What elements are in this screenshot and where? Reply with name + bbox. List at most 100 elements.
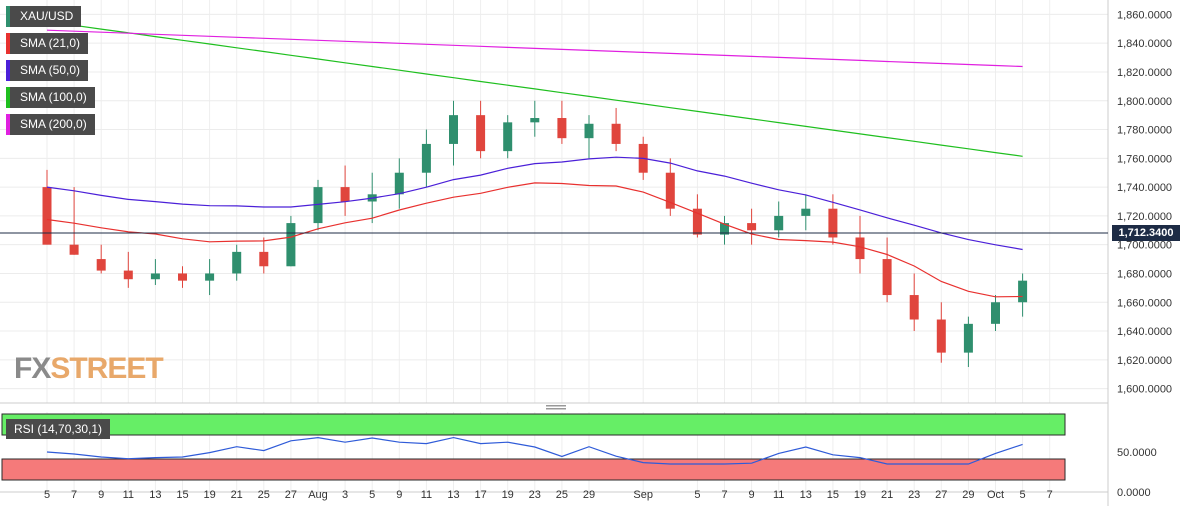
y-tick-label: 1,840.0000 — [1117, 38, 1172, 50]
x-tick-label: 29 — [583, 489, 595, 501]
current-price-label: 1,712.3400 — [1112, 225, 1180, 241]
candle-body — [42, 187, 52, 245]
y-tick-label: 1,600.0000 — [1117, 384, 1172, 396]
watermark-part1: FX — [14, 352, 51, 385]
x-tick-label: 5 — [44, 489, 50, 501]
x-tick-label: 27 — [935, 489, 947, 501]
x-tick-label: 15 — [176, 489, 188, 501]
candle-body — [449, 115, 458, 144]
x-tick-label: 11 — [773, 489, 784, 501]
x-tick-label: 17 — [474, 489, 486, 501]
candle-body — [801, 208, 811, 216]
candle-body — [882, 259, 892, 296]
candle-body — [692, 208, 702, 235]
x-tick-label: Aug — [308, 489, 328, 501]
candle-body — [936, 319, 946, 353]
candle-body — [747, 223, 757, 231]
y-tick-label: 1,660.0000 — [1117, 297, 1172, 309]
x-tick-label: 5 — [694, 489, 700, 501]
candle-body — [855, 237, 865, 260]
candle-body — [232, 251, 242, 274]
candle-body — [909, 295, 919, 320]
x-tick-label: 13 — [149, 489, 161, 501]
candle-body — [178, 273, 187, 281]
candle-body — [259, 251, 269, 267]
rsi-y-tick-label: 0.0000 — [1117, 487, 1151, 499]
y-tick-label: 1,700.0000 — [1117, 240, 1172, 252]
x-tick-label: 13 — [447, 489, 459, 501]
x-tick-label: 11 — [123, 489, 134, 501]
price-pane — [0, 0, 1108, 403]
x-tick-label: 7 — [1047, 489, 1053, 501]
x-tick-label: 7 — [71, 489, 77, 501]
candle-body — [530, 118, 540, 123]
sma-100-line — [46, 21, 1023, 157]
candle-body — [340, 187, 350, 202]
sma-21-line — [46, 182, 1023, 298]
sma-200-tag[interactable]: SMA (200,0) — [6, 114, 95, 135]
candle-body — [150, 273, 160, 280]
candle-body — [476, 115, 486, 152]
y-tick-label: 1,740.0000 — [1117, 182, 1172, 194]
y-tick-label: 1,760.0000 — [1117, 153, 1172, 165]
candle-body — [991, 302, 1000, 324]
x-tick-label: 13 — [800, 489, 812, 501]
x-tick-label: 3 — [342, 489, 348, 501]
candle-body — [584, 123, 594, 139]
x-tick-label: 9 — [749, 489, 755, 501]
x-tick-label: 23 — [529, 489, 541, 501]
candle-body — [774, 215, 784, 231]
x-tick-label: 15 — [827, 489, 839, 501]
candle-body — [286, 223, 296, 267]
candle-body — [665, 172, 675, 209]
candle-body — [394, 172, 404, 195]
watermark-part2: STREET — [50, 352, 163, 385]
sma-100-tag[interactable]: SMA (100,0) — [6, 87, 95, 108]
x-tick-label: 5 — [369, 489, 375, 501]
x-tick-label: 9 — [396, 489, 402, 501]
x-tick-label: 7 — [721, 489, 727, 501]
pane-resize-handle-b — [546, 408, 566, 410]
sma-50-line — [46, 156, 1023, 251]
x-tick-label: 25 — [258, 489, 270, 501]
x-tick-label: 27 — [285, 489, 297, 501]
candle-body — [1018, 280, 1028, 303]
symbol-tag[interactable]: XAU/USD — [6, 6, 82, 27]
rsi-overbought-zone — [1, 413, 1066, 436]
rsi-y-tick-label: 50.0000 — [1117, 447, 1157, 459]
candle-body — [205, 273, 215, 281]
candle-body — [123, 270, 133, 280]
fxstreet-watermark: FXSTREET — [14, 352, 164, 386]
candle-body — [720, 223, 729, 235]
sma-21-tag[interactable]: SMA (21,0) — [6, 33, 89, 54]
candle-body — [421, 143, 431, 173]
candle-body — [828, 208, 838, 238]
candle-body — [313, 187, 323, 224]
y-tick-label: 1,680.0000 — [1117, 268, 1172, 280]
rsi-tag[interactable]: RSI (14,70,30,1) — [6, 419, 111, 439]
x-tick-label: Oct — [987, 489, 1004, 501]
candle-body — [611, 123, 621, 144]
x-tick-label: 5 — [1020, 489, 1026, 501]
x-tick-label: 21 — [881, 489, 893, 501]
candle-body — [557, 118, 567, 139]
x-tick-label: 21 — [231, 489, 243, 501]
x-tick-label: 11 — [421, 489, 432, 501]
x-tick-label: 23 — [908, 489, 920, 501]
candle-body — [963, 323, 973, 353]
y-tick-label: 1,640.0000 — [1117, 326, 1172, 338]
x-tick-label: 19 — [502, 489, 514, 501]
candle-body — [503, 122, 513, 152]
y-tick-label: 1,800.0000 — [1117, 96, 1172, 108]
rsi-oversold-zone — [1, 458, 1066, 481]
x-tick-label: 19 — [203, 489, 215, 501]
x-tick-label: 9 — [98, 489, 104, 501]
sma-50-tag[interactable]: SMA (50,0) — [6, 60, 89, 81]
x-tick-label: 19 — [854, 489, 866, 501]
y-tick-label: 1,820.0000 — [1117, 67, 1172, 79]
pane-resize-handle-a — [546, 405, 566, 407]
x-tick-label: 29 — [962, 489, 974, 501]
y-tick-label: 1,860.0000 — [1117, 9, 1172, 21]
candle-body — [96, 259, 106, 271]
